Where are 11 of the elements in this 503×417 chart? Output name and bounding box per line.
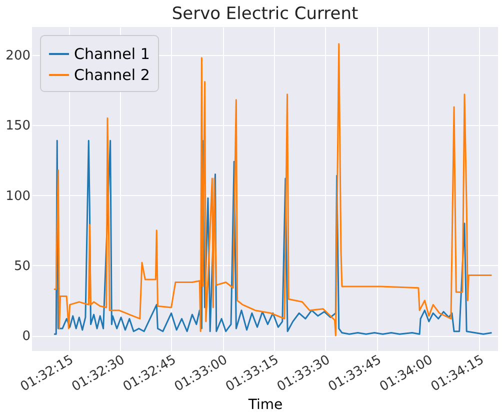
legend-label: Channel 1 <box>74 45 150 63</box>
y-tick-label: 150 <box>6 118 30 134</box>
y-tick-label: 100 <box>6 188 30 204</box>
line-series <box>53 43 492 336</box>
chart-title: Servo Electric Current <box>172 4 359 24</box>
line-series <box>53 140 492 335</box>
y-tick-label: 50 <box>14 258 30 274</box>
x-axis-title: Time <box>247 396 283 413</box>
y-tick-label: 200 <box>6 48 30 64</box>
legend-label: Channel 2 <box>74 66 150 84</box>
y-tick-label: 0 <box>22 329 30 344</box>
